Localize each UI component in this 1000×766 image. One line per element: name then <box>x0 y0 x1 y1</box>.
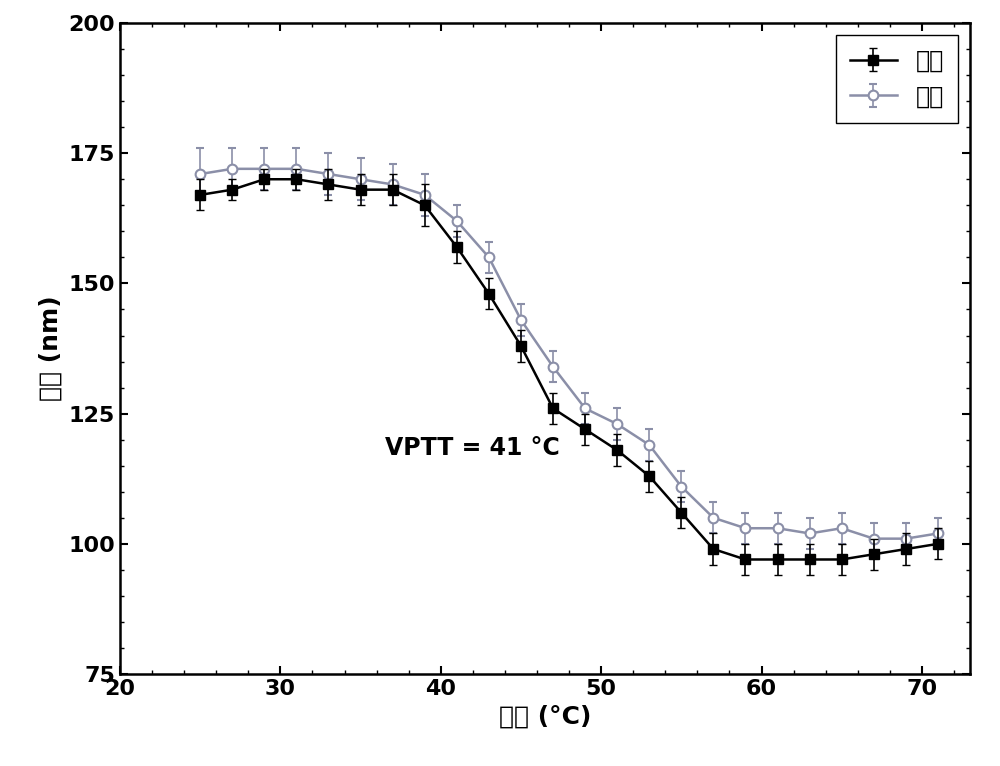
Legend: 升温, 降温: 升温, 降温 <box>836 34 958 123</box>
Y-axis label: 半径 (nm): 半径 (nm) <box>39 296 63 401</box>
Text: VPTT = 41 °C: VPTT = 41 °C <box>385 437 559 460</box>
X-axis label: 温度 (°C): 温度 (°C) <box>499 705 591 728</box>
